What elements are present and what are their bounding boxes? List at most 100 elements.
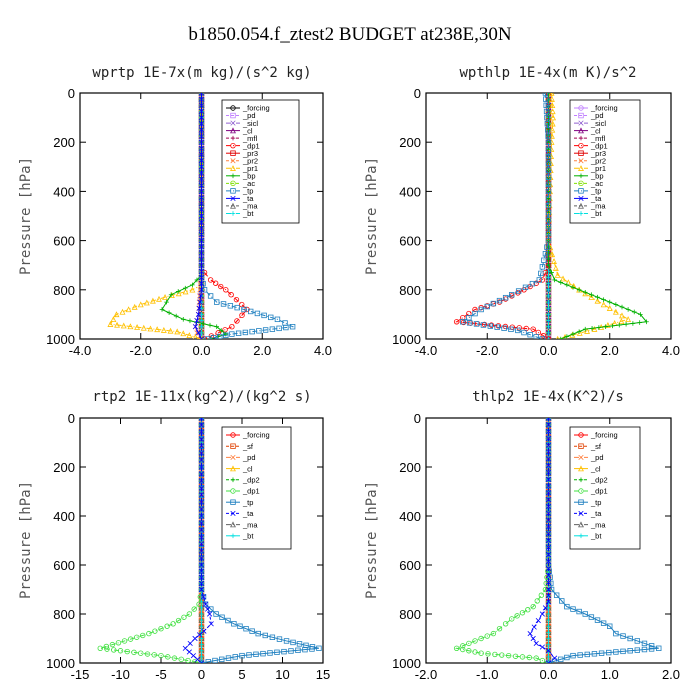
data-point [225, 655, 232, 661]
x-tick-label: -4.0 [69, 343, 91, 358]
data-point [545, 537, 552, 544]
data-point [234, 304, 240, 311]
data-point [515, 288, 522, 294]
legend-label: _forcing [590, 431, 618, 440]
data-point [180, 330, 187, 337]
data-point [208, 621, 214, 627]
data-point [170, 621, 176, 627]
legend-marker [578, 443, 584, 449]
data-point [140, 632, 146, 639]
data-point [200, 594, 207, 600]
data-point [545, 230, 552, 237]
legend-marker [578, 135, 584, 141]
data-point [533, 334, 539, 339]
data-point [198, 478, 205, 484]
legend-marker [578, 158, 584, 164]
data-point [545, 442, 552, 448]
legend: _forcing _sf _pd _cl _dp2 _dp1 _tp _ta _ma _bt [569, 426, 641, 550]
y-tick-label: 1000 [392, 656, 421, 671]
legend-marker [578, 510, 584, 516]
legend-marker [578, 165, 584, 171]
legend-marker [230, 443, 236, 449]
data-point [201, 336, 208, 339]
data-point [186, 332, 193, 339]
data-point [548, 95, 555, 102]
legend-label: _ta [590, 509, 602, 518]
x-tick-label: -2.0 [476, 343, 498, 358]
series-line-tp [461, 93, 549, 339]
data-point [627, 648, 633, 654]
series-line-ta [184, 418, 212, 663]
data-point [545, 133, 551, 139]
legend-box [221, 426, 292, 550]
y-tick-label: 1000 [392, 332, 421, 347]
legend: _forcing_pd_sicl_cl_mfl_dp1_pr3_pr2_pr1_… [569, 99, 641, 224]
y-tick-label: 1000 [46, 332, 75, 347]
data-point [144, 651, 151, 657]
data-point [496, 297, 503, 304]
data-point [539, 611, 545, 617]
data-point [603, 324, 608, 329]
data-point [149, 297, 156, 304]
data-point [570, 285, 576, 290]
legend-label: _dp2 [590, 476, 608, 485]
data-point [198, 194, 205, 201]
data-point [545, 517, 552, 523]
series-layer [107, 93, 296, 339]
legend-marker [230, 521, 236, 528]
y-tick-label: 600 [53, 234, 75, 249]
data-point [198, 506, 205, 512]
x-tick-label: 2.0 [662, 667, 680, 682]
data-point [192, 659, 198, 663]
data-point [478, 650, 484, 656]
data-point [262, 327, 269, 333]
data-point [453, 645, 460, 651]
data-point [198, 293, 204, 299]
series-line-dp1 [455, 93, 549, 339]
data-point [607, 299, 613, 305]
data-point [281, 648, 287, 655]
data-point [549, 102, 556, 108]
data-point [159, 307, 165, 312]
data-point [485, 651, 491, 657]
data-point [151, 652, 157, 658]
legend-label: _dp2 [242, 476, 260, 485]
data-point [192, 324, 199, 330]
data-point [309, 646, 315, 652]
data-point [545, 497, 552, 503]
data-point [541, 257, 547, 263]
data-point [545, 562, 552, 568]
data-point [466, 640, 472, 647]
data-point [546, 217, 551, 222]
data-point [232, 654, 238, 660]
data-point [217, 333, 223, 339]
data-point [478, 635, 484, 642]
data-point [199, 324, 204, 329]
legend-label: _forcing [242, 104, 270, 113]
legend-marker [230, 533, 236, 539]
data-point [538, 270, 544, 277]
y-tick-label: 600 [399, 558, 421, 573]
data-point [134, 323, 141, 330]
data-point [606, 305, 613, 311]
x-tick-label: -2.0 [415, 667, 437, 682]
data-point [218, 283, 224, 290]
data-point [570, 331, 576, 337]
data-point [546, 324, 551, 329]
data-point [207, 277, 214, 283]
data-point [545, 490, 552, 496]
series-line-ta [529, 418, 556, 663]
legend-label: _ma [590, 202, 606, 211]
data-point [542, 605, 549, 611]
data-point [103, 643, 110, 650]
data-point [201, 628, 207, 634]
data-point [546, 275, 551, 280]
data-point [268, 314, 274, 321]
data-point [198, 256, 205, 262]
data-point [616, 322, 622, 328]
data-point [634, 638, 641, 644]
data-point [545, 195, 552, 202]
data-point [316, 645, 322, 651]
data-point [546, 281, 551, 286]
legend-label: _ac [242, 179, 255, 188]
